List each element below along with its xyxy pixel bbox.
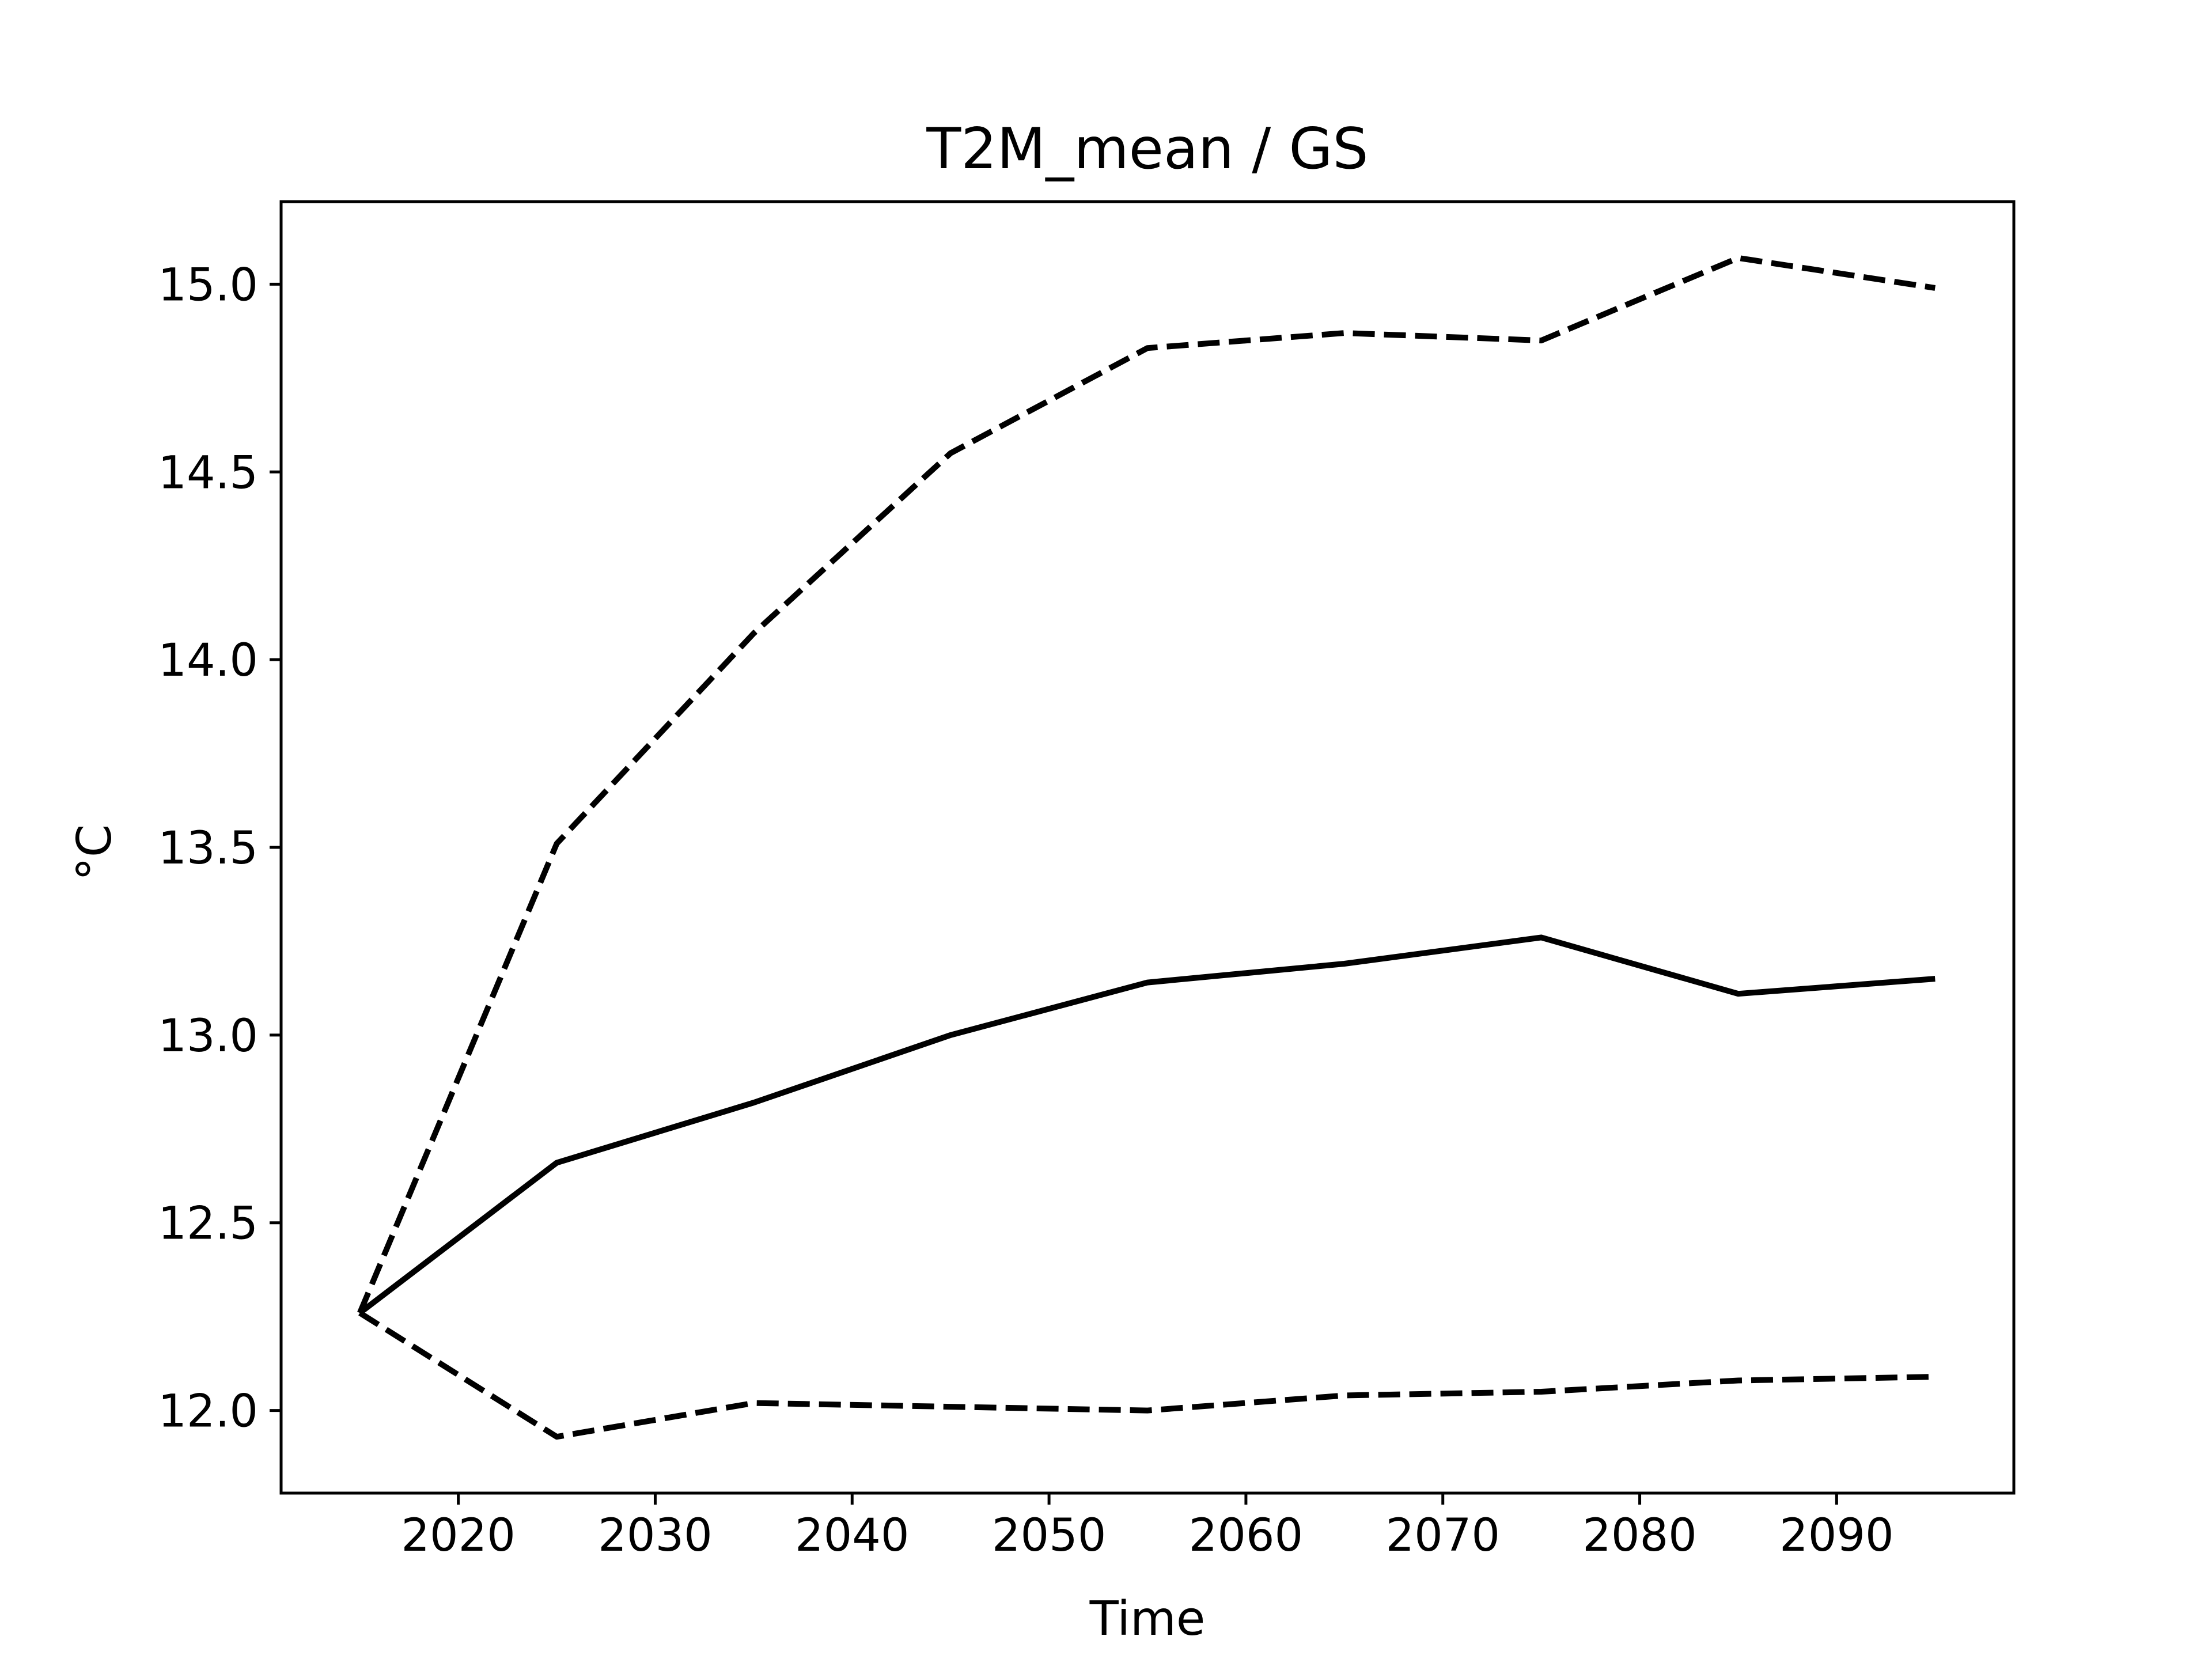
x-axis: 2020 2030 2040 2050 2060 2070 2080 2090 [401, 1493, 1894, 1562]
y-tick-label: 12.0 [158, 1386, 258, 1438]
y-tick-label: 12.5 [158, 1198, 258, 1250]
y-axis-label: °C [67, 824, 122, 881]
x-tick-label: 2090 [1779, 1510, 1894, 1562]
chart-title: T2M_mean / GS [926, 116, 1368, 182]
y-tick-label: 15.0 [158, 259, 258, 311]
series-layer [357, 255, 1936, 1440]
x-tick-label: 2030 [598, 1510, 713, 1562]
series-line-3-dashed [358, 1310, 1936, 1440]
series-line-1-dashed [357, 255, 1936, 1315]
x-tick-label: 2070 [1385, 1510, 1500, 1562]
y-tick-label: 14.0 [158, 635, 258, 687]
x-tick-label: 2040 [795, 1510, 910, 1562]
x-tick-label: 2060 [1189, 1510, 1304, 1562]
y-axis: 12.0 12.5 13.0 13.5 14.0 14.5 15.0 [158, 259, 281, 1438]
x-tick-label: 2080 [1582, 1510, 1697, 1562]
x-tick-label: 2050 [992, 1510, 1107, 1562]
x-tick-label: 2020 [401, 1510, 516, 1562]
series-line-2-solid [358, 934, 1936, 1316]
y-tick-label: 13.0 [158, 1010, 258, 1062]
y-tick-label: 13.5 [158, 823, 258, 874]
y-tick-label: 14.5 [158, 447, 258, 499]
x-axis-label: Time [1089, 1592, 1206, 1646]
